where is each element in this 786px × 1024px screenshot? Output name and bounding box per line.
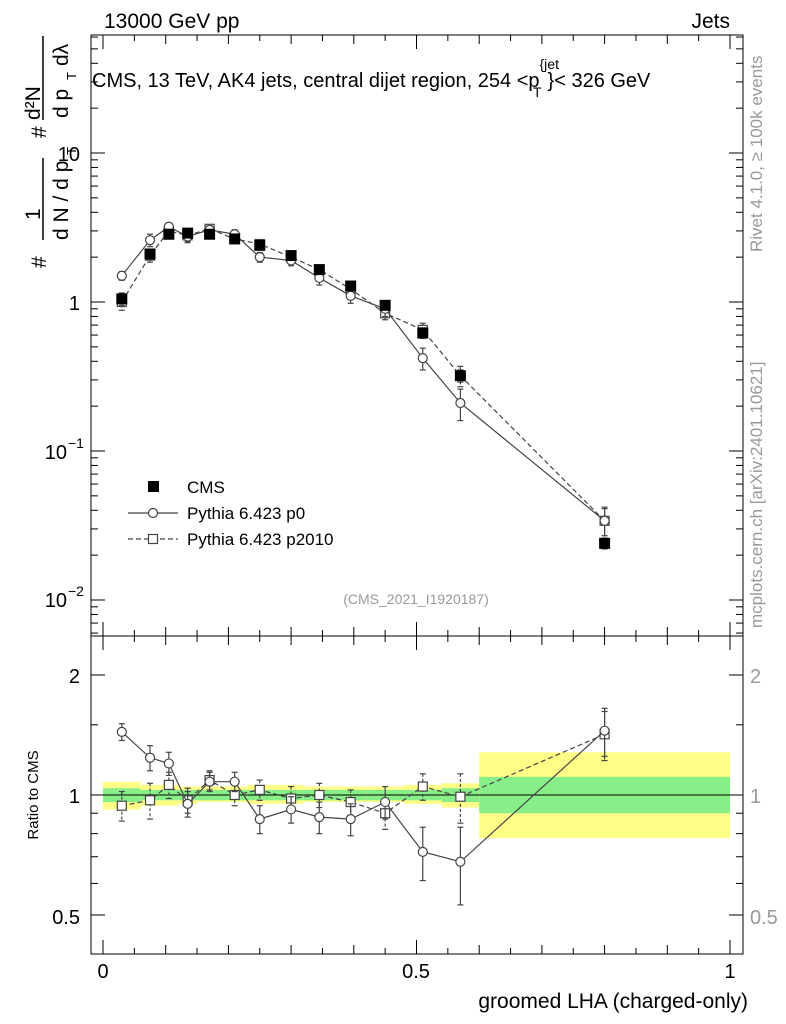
ytick-label-0p1: 10 <box>45 442 67 464</box>
ratio-series-p2010-point <box>144 795 156 806</box>
xtick-label-0p5: 0.5 <box>402 961 430 983</box>
main-series-p0-point <box>144 235 156 246</box>
main-series-cms-point <box>379 299 391 311</box>
ratio-series-p0-point <box>116 726 127 737</box>
ytick-label-0p01: 10 <box>45 590 67 612</box>
legend-marker-p0 <box>147 507 159 519</box>
energy-label: 13000 GeV pp <box>104 10 239 33</box>
main-series-p2010-line <box>121 228 606 522</box>
xlabel: groomed LHA (charged-only) <box>478 990 748 1013</box>
ratio-series-p2010-point <box>116 800 127 811</box>
rivet-label: Rivet 4.1.0, ≥ 100k events <box>747 56 766 252</box>
ratio-series-p0-line <box>121 730 606 863</box>
main-series-cms-point <box>254 239 266 251</box>
main-series-p0-point <box>345 290 356 301</box>
ratio-series-p0-point <box>254 814 265 825</box>
ratio-series-p0-point <box>204 776 215 787</box>
ratio-ytick-label-right-2: 2 <box>750 666 761 688</box>
ratio-series-p2010-point <box>455 791 466 802</box>
ratio-series-p2010-point <box>314 789 325 801</box>
main-series-p0-point <box>599 515 610 526</box>
ylabel-d2N: d²N <box>22 86 45 120</box>
legend-marker-p2010 <box>147 533 159 545</box>
plot-title: CMS, 13 TeV, AK4 jets, central dijet reg… <box>92 56 651 100</box>
ratio-series-p0-point <box>417 846 428 857</box>
ratio-series-p0-point <box>163 758 174 769</box>
ratio-series-p2010-point <box>417 781 428 792</box>
main-series-p0-line <box>121 226 605 522</box>
main-series-p0-point <box>417 353 428 364</box>
ratio-ytick-label-right-0p5: 0.5 <box>750 907 778 929</box>
main-series-cms-point <box>144 248 156 260</box>
main-series-cms-point <box>313 264 325 276</box>
ytick-label-0p1-exp: −1 <box>68 435 84 451</box>
ylabel-hash-2: # <box>28 126 51 138</box>
main-series-cms-point <box>345 280 357 292</box>
ylabel-T-1: T <box>64 147 79 155</box>
ylabel-T-2: T <box>64 72 79 80</box>
ratio-series-p0-point <box>345 814 356 825</box>
plot-title-end: }< 326 GeV <box>548 70 652 92</box>
main-series-cms-point <box>163 228 175 240</box>
main-plot-area <box>116 221 611 550</box>
plot-title-sup: {jet <box>540 56 560 72</box>
ratio-series-p0-point <box>599 725 610 736</box>
category-label: Jets <box>691 10 730 33</box>
main-series-p0-point <box>455 397 466 409</box>
analysis-id: (CMS_2021_I1920187) <box>343 591 489 607</box>
ytick-label-10: 10 <box>58 144 80 166</box>
ratio-series-p0-point <box>455 856 466 867</box>
main-axis-ticks <box>91 35 743 636</box>
ratio-series-p0-point <box>229 776 240 787</box>
ratio-ytick-label-2: 2 <box>69 666 80 688</box>
main-series-cms-point <box>285 250 297 262</box>
ylabel-dN: d N / d p <box>50 161 73 240</box>
xtick-label-1: 1 <box>724 961 735 983</box>
legend-label-cms: CMS <box>187 478 225 497</box>
ratio-series-p2010-point <box>163 779 174 791</box>
legend-marker-cms <box>148 481 159 492</box>
main-series-cms-point <box>182 227 194 239</box>
ratio-axis-ticks <box>91 636 743 954</box>
ratio-series-p0-point <box>380 796 391 808</box>
ratio-ytick-label-1: 1 <box>69 786 80 808</box>
legend-label-p0: Pythia 6.423 p0 <box>187 504 305 523</box>
ratio-ytick-label-right-1: 1 <box>750 786 761 808</box>
main-series-cms-point <box>454 370 466 382</box>
ratio-ytick-label-0p5: 0.5 <box>52 907 80 929</box>
ylabel-dlambda: dλ <box>50 43 73 66</box>
ratio-series-p2010-point <box>254 784 265 795</box>
main-series-cms-point <box>599 537 611 549</box>
main-series-cms-point <box>204 228 216 240</box>
main-ylabel: # 1 d N / d p T # d²N d p T dλ <box>22 36 79 268</box>
main-series-cms-point <box>229 233 241 245</box>
ratio-series-p0-point <box>182 798 193 809</box>
ylabel-dp: d p <box>50 89 73 118</box>
main-series-p0-point <box>116 270 127 281</box>
main-series-cms-point <box>417 327 429 339</box>
main-series-cms-point <box>116 293 128 305</box>
legend-label-p2010: Pythia 6.423 p2010 <box>187 530 334 549</box>
plot-title-sub: T <box>533 84 542 100</box>
ylabel-one: 1 <box>22 208 45 220</box>
ytick-label-0p01-exp: −2 <box>68 583 84 599</box>
ratio-series-p0-point <box>144 752 156 763</box>
ratio-series-p0-point <box>314 812 325 823</box>
ylabel-hash-1: # <box>28 256 51 268</box>
legend: CMS Pythia 6.423 p0 Pythia 6.423 p2010 <box>128 478 334 549</box>
ratio-series-p0-point <box>286 804 297 815</box>
plot-title-main: CMS, 13 TeV, AK4 jets, central dijet reg… <box>92 70 540 92</box>
main-series-p0-point <box>254 252 265 263</box>
ytick-label-1: 1 <box>69 293 80 315</box>
mcplots-label: mcplots.cern.ch [arXiv:2401.10621] <box>747 362 766 628</box>
ratio-ylabel: Ratio to CMS <box>25 750 42 839</box>
ratio-plot-area <box>91 707 743 906</box>
xtick-label-0: 0 <box>97 961 108 983</box>
